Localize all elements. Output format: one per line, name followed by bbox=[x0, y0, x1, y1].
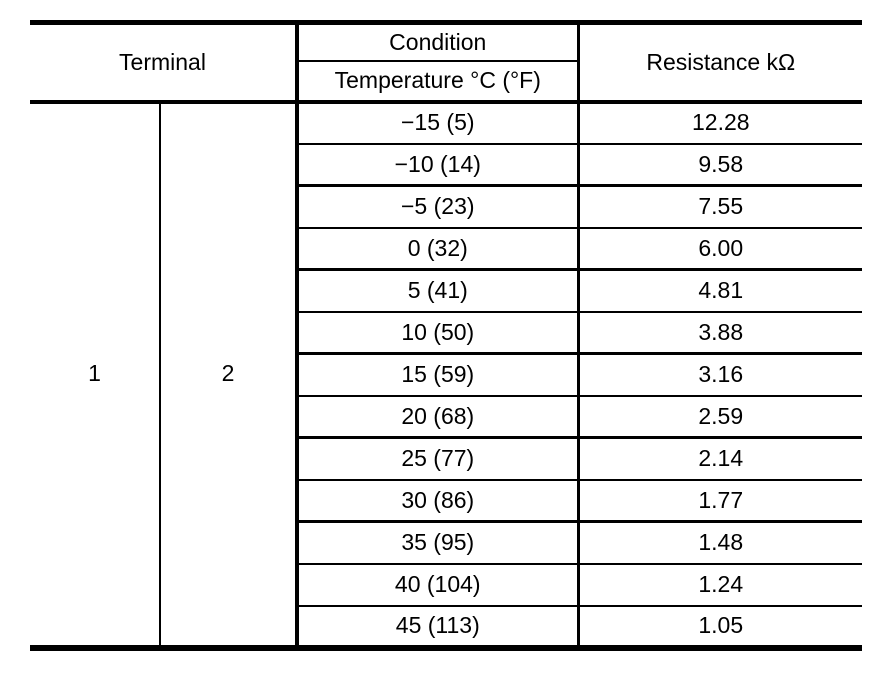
table-row: 5 (41) 4.81 bbox=[30, 269, 863, 313]
condition-header: Condition bbox=[297, 22, 580, 62]
resistance-header: Resistance kΩ bbox=[578, 22, 863, 104]
temperature-cell: −15 (5) bbox=[297, 101, 580, 145]
resistance-cell: 4.81 bbox=[578, 269, 863, 313]
resistance-cell: 6.00 bbox=[578, 227, 863, 271]
table-row: 15 (59) 3.16 bbox=[30, 353, 863, 397]
temperature-cell: 10 (50) bbox=[297, 311, 580, 355]
temperature-cell: 20 (68) bbox=[297, 395, 580, 439]
resistance-cell: 12.28 bbox=[578, 101, 863, 145]
table-row: 40 (104) 1.24 bbox=[30, 563, 863, 607]
table-row: 45 (113) 1.05 bbox=[30, 605, 863, 649]
table-row: −5 (23) 7.55 bbox=[30, 185, 863, 229]
table-row: 10 (50) 3.88 bbox=[30, 311, 863, 355]
temperature-cell: 25 (77) bbox=[297, 437, 580, 481]
temperature-cell: 35 (95) bbox=[297, 521, 580, 565]
table-row: 20 (68) 2.59 bbox=[30, 395, 863, 439]
terminal-header: Terminal bbox=[30, 22, 300, 104]
terminal-1-cell: 1 bbox=[30, 101, 161, 648]
resistance-cell: 2.14 bbox=[578, 437, 863, 481]
temperature-header: Temperature °C (°F) bbox=[297, 60, 580, 104]
temperature-cell: 0 (32) bbox=[297, 227, 580, 271]
resistance-cell: 1.77 bbox=[578, 479, 863, 523]
resistance-cell: 2.59 bbox=[578, 395, 863, 439]
table-row: 1 2 −15 (5) 12.28 bbox=[30, 101, 863, 648]
resistance-cell: 1.48 bbox=[578, 521, 863, 565]
temperature-cell: −10 (14) bbox=[297, 143, 580, 187]
header-row-1: Terminal Condition Resistance kΩ bbox=[30, 22, 863, 104]
resistance-cell: 3.16 bbox=[578, 353, 863, 397]
table-row: 25 (77) 2.14 bbox=[30, 437, 863, 481]
resistance-cell: 3.88 bbox=[578, 311, 863, 355]
resistance-spec-table: Terminal Condition Resistance kΩ Tempera… bbox=[30, 20, 863, 651]
terminal-2-cell: 2 bbox=[160, 101, 300, 648]
resistance-cell: 7.55 bbox=[578, 185, 863, 229]
temperature-cell: 45 (113) bbox=[297, 605, 580, 649]
resistance-cell: 1.05 bbox=[578, 605, 863, 649]
resistance-cell: 1.24 bbox=[578, 563, 863, 607]
table-row: 0 (32) 6.00 bbox=[30, 227, 863, 271]
temperature-cell: 15 (59) bbox=[297, 353, 580, 397]
table-row: 35 (95) 1.48 bbox=[30, 521, 863, 565]
resistance-cell: 9.58 bbox=[578, 143, 863, 187]
table-row: 30 (86) 1.77 bbox=[30, 479, 863, 523]
temperature-cell: 5 (41) bbox=[297, 269, 580, 313]
temperature-cell: 40 (104) bbox=[297, 563, 580, 607]
temperature-cell: −5 (23) bbox=[297, 185, 580, 229]
header-row-2: Temperature °C (°F) bbox=[30, 60, 862, 104]
table-row: −10 (14) 9.58 bbox=[30, 143, 863, 187]
temperature-cell: 30 (86) bbox=[297, 479, 580, 523]
